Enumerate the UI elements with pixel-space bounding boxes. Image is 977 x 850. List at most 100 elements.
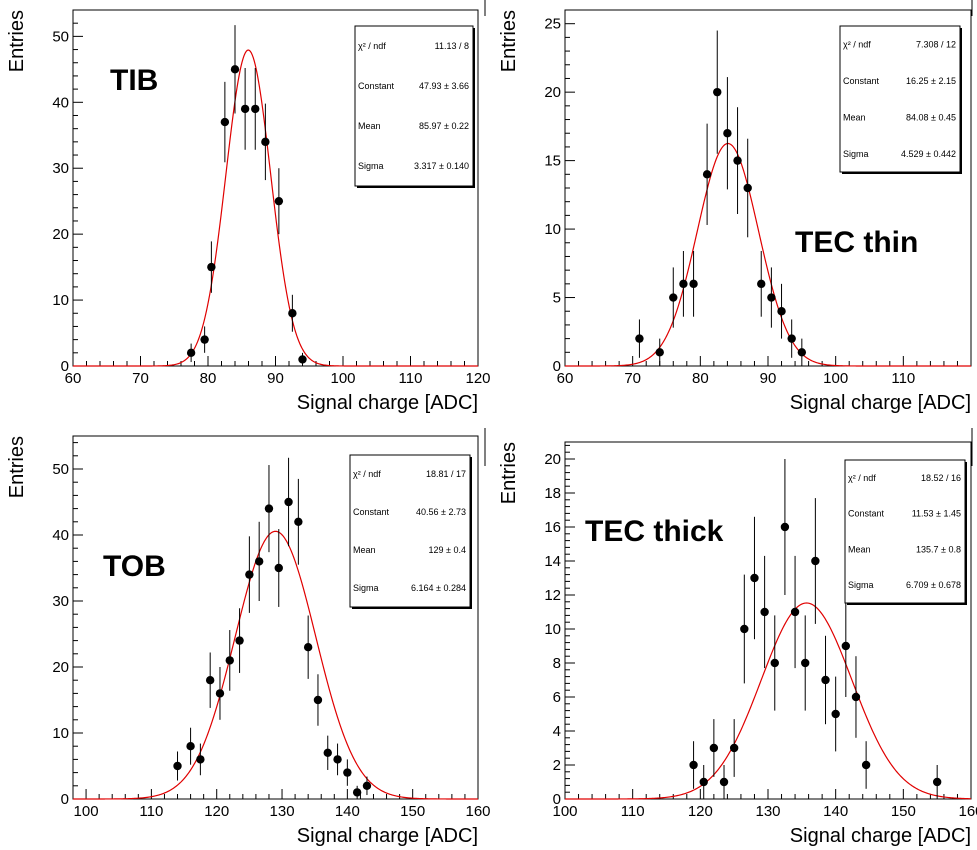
data-point (362, 776, 372, 796)
data-marker (655, 348, 664, 357)
x-tick-label: 70 (132, 370, 149, 387)
y-tick-label: 30 (52, 593, 69, 610)
data-marker (215, 689, 225, 698)
data-point (230, 25, 240, 114)
stat-value: 6.164 ± 0.284 (411, 583, 466, 593)
stat-name: Sigma (358, 161, 384, 171)
panel-label: TEC thick (585, 515, 724, 548)
stat-value: 129 ± 0.4 (429, 545, 466, 555)
stat-name: Constant (358, 81, 395, 91)
x-tick-label: 100 (74, 803, 99, 820)
data-point (719, 765, 729, 799)
data-marker (757, 279, 766, 289)
data-marker (841, 641, 851, 651)
data-marker (245, 570, 254, 579)
stat-value: 16.25 ± 2.15 (906, 76, 956, 86)
data-point (196, 743, 205, 776)
x-tick-label: 160 (465, 803, 490, 820)
stat-box-frame (844, 459, 966, 604)
x-tick-label: 110 (139, 803, 163, 820)
y-axis-title: Entries (6, 10, 28, 72)
data-marker (777, 307, 786, 316)
data-point (689, 250, 698, 317)
y-axis-title: Entries (6, 436, 28, 498)
stat-name: χ² / ndf (353, 469, 381, 479)
x-tick-label: 80 (200, 370, 217, 387)
data-point (699, 765, 708, 799)
x-tick-label: 110 (891, 370, 915, 387)
y-tick-label: 16 (544, 519, 561, 536)
data-point (780, 459, 790, 595)
y-tick-label: 12 (544, 587, 561, 604)
x-tick-label: 140 (335, 803, 360, 820)
data-point (801, 615, 810, 711)
x-tick-label: 90 (267, 370, 284, 387)
y-tick-label: 20 (52, 659, 69, 676)
stat-value: 40.56 ± 2.73 (416, 507, 466, 517)
y-tick-label: 30 (52, 160, 69, 177)
y-axis-title: Entries (498, 10, 520, 72)
data-point (294, 478, 303, 565)
data-point (254, 521, 264, 601)
data-point (861, 741, 871, 789)
stat-value: 135.7 ± 0.8 (916, 544, 961, 554)
gaussian-fit-curve (565, 602, 972, 800)
y-tick-label: 25 (544, 16, 561, 33)
y-tick-label: 0 (553, 358, 561, 375)
data-marker (240, 104, 250, 114)
stat-name: Mean (353, 545, 376, 555)
data-marker (274, 196, 284, 206)
data-marker (723, 129, 732, 138)
stat-value: 11.53 ± 1.45 (912, 509, 961, 519)
stat-box: χ² / ndf 7.308 / 12 Constant 16.25 ± 2.15 Me… (839, 25, 962, 174)
x-tick-label: 100 (552, 803, 577, 820)
stat-name: Sigma (353, 583, 379, 593)
data-marker (801, 658, 810, 668)
y-axis-title: Entries (498, 442, 520, 504)
data-point (702, 123, 712, 225)
stat-name: Mean (848, 544, 871, 554)
panel-label: TOB (103, 550, 166, 583)
data-marker (750, 573, 759, 583)
data-point (740, 574, 749, 684)
data-marker (932, 777, 942, 787)
data-marker (186, 348, 196, 358)
data-marker (709, 743, 719, 753)
data-marker (294, 517, 303, 526)
data-point (797, 338, 807, 366)
data-marker (821, 675, 830, 685)
data-point (743, 138, 752, 238)
data-marker (298, 355, 307, 364)
data-point (811, 498, 820, 624)
data-point (313, 674, 323, 726)
data-marker (797, 348, 807, 357)
data-point (709, 719, 719, 777)
data-point (298, 352, 307, 366)
x-tick-label: 130 (755, 803, 780, 820)
data-point (750, 516, 759, 640)
data-point (831, 676, 840, 752)
y-tick-label: 8 (553, 655, 561, 672)
data-marker (220, 117, 230, 127)
y-tick-label: 40 (52, 94, 69, 111)
data-marker (780, 522, 790, 532)
data-point (245, 536, 254, 613)
stat-box-frame (839, 25, 961, 173)
y-tick-label: 10 (52, 292, 69, 309)
x-axis-title: Signal charge [ADC] (297, 825, 478, 847)
data-point (205, 652, 215, 708)
data-marker (303, 643, 313, 652)
data-marker (362, 781, 372, 790)
x-axis-title: Signal charge [ADC] (790, 825, 971, 847)
data-point (723, 77, 732, 190)
data-marker (767, 293, 776, 302)
panel-tec-thin: 60 70 80 90 100 110 0 5 10 15 20 25 Signal charge [A… (498, 9, 972, 414)
data-point (770, 615, 779, 711)
stat-name: Mean (358, 121, 381, 131)
x-tick-label: 80 (692, 370, 709, 387)
x-tick-label: 140 (823, 803, 848, 820)
y-tick-label: 5 (553, 290, 561, 307)
data-point (679, 250, 688, 317)
x-tick-label: 130 (270, 803, 295, 820)
data-marker (352, 788, 362, 797)
